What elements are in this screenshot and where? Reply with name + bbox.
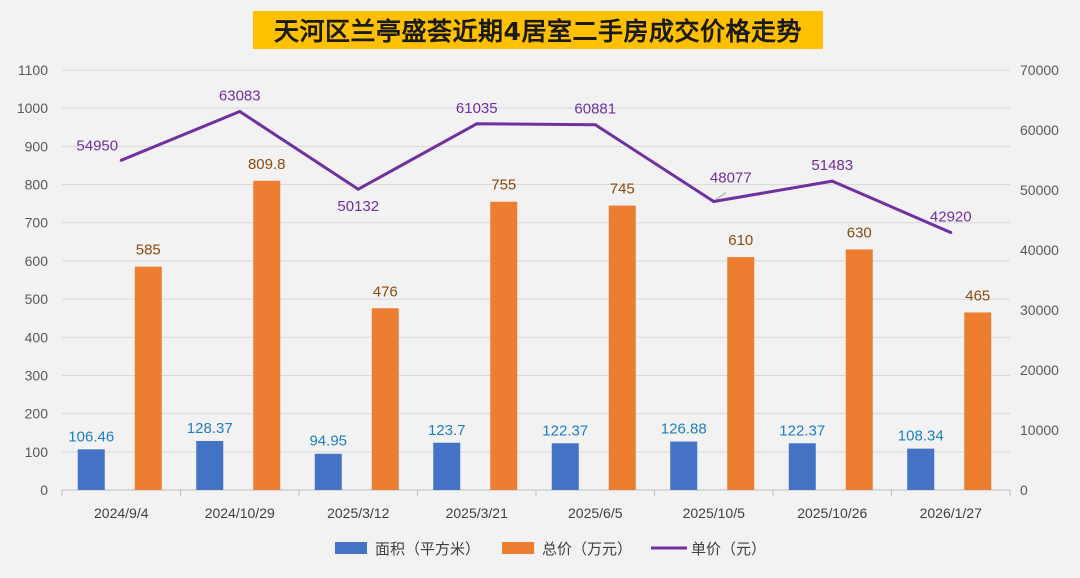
right-tick-label: 30000 <box>1020 302 1059 318</box>
left-tick-label: 300 <box>25 367 49 383</box>
unit-price-value-label: 50132 <box>337 198 379 215</box>
area-bar <box>314 453 342 490</box>
left-tick-label: 100 <box>25 444 49 460</box>
legend-label: 总价（万元） <box>542 540 632 558</box>
area-value-label: 123.7 <box>428 422 466 439</box>
left-tick-label: 500 <box>25 291 49 307</box>
left-tick-label: 400 <box>25 329 49 345</box>
category-label: 2025/10/26 <box>797 505 867 521</box>
right-tick-label: 0 <box>1020 482 1028 498</box>
chart-title: 天河区兰亭盛荟近期4居室二手房成交价格走势 <box>274 17 802 46</box>
legend-swatch <box>502 542 534 554</box>
right-tick-label: 50000 <box>1020 182 1059 198</box>
unit-price-point <box>119 158 123 162</box>
left-y-axis: 0 100 200 300 400 500 600 700 800 900 1000 1100 <box>17 62 48 498</box>
category-label: 2024/9/4 <box>94 505 149 521</box>
unit-price-point <box>712 200 716 204</box>
area-bar <box>907 448 935 490</box>
legend: 面积（平方米） 总价（万元） 单价（元） <box>335 540 766 558</box>
bars <box>77 180 992 490</box>
left-tick-label: 1100 <box>18 62 48 78</box>
unit-price-line <box>119 110 953 234</box>
total-price-value-label: 630 <box>847 224 872 241</box>
data-labels: 106.46 585 128.37 809.8 94.95 476 123.7 755 122.… <box>68 88 990 450</box>
unit-price-point <box>593 123 597 127</box>
unit-price-value-label: 42920 <box>930 208 972 225</box>
total-price-bar <box>371 308 399 490</box>
unit-price-point <box>238 110 242 114</box>
area-value-label: 122.37 <box>779 422 825 439</box>
left-tick-label: 700 <box>25 215 49 231</box>
left-tick-label: 1000 <box>17 100 48 116</box>
unit-price-point <box>830 179 834 183</box>
unit-price-point <box>949 230 953 234</box>
unit-price-value-label: 54950 <box>76 137 118 154</box>
unit-price-value-label: 61035 <box>456 100 498 117</box>
total-price-bar <box>490 201 518 490</box>
unit-price-point <box>356 187 360 191</box>
category-label: 2025/6/5 <box>568 505 623 521</box>
area-value-label: 122.37 <box>542 422 588 439</box>
left-tick-label: 200 <box>25 406 49 422</box>
total-price-value-label: 585 <box>136 242 161 259</box>
legend-label: 面积（平方米） <box>375 540 480 558</box>
left-tick-label: 900 <box>25 138 49 154</box>
total-price-value-label: 465 <box>965 287 990 304</box>
unit-price-value-label: 51483 <box>811 157 853 174</box>
legend-label: 单价（元） <box>691 540 766 558</box>
left-tick-label: 800 <box>25 177 49 193</box>
area-value-label: 94.95 <box>309 433 347 450</box>
area-value-label: 106.46 <box>68 428 114 445</box>
total-price-value-label: 610 <box>728 232 753 249</box>
category-label: 2025/3/12 <box>327 505 389 521</box>
unit-price-series-line <box>120 110 952 234</box>
area-bar <box>788 443 816 490</box>
area-bar <box>433 442 461 490</box>
total-price-bar <box>845 249 873 490</box>
right-y-axis: 0 10000 20000 30000 40000 50000 60000 70000 <box>1020 62 1059 498</box>
right-tick-label: 70000 <box>1020 62 1059 78</box>
total-price-value-label: 745 <box>610 181 635 198</box>
category-label: 2025/3/21 <box>446 505 508 521</box>
unit-price-point <box>475 122 479 126</box>
total-price-bar <box>134 266 162 490</box>
total-price-bar <box>608 205 636 490</box>
x-axis-categories: 2024/9/4 2024/10/29 2025/3/12 2025/3/21 2025… <box>94 505 982 521</box>
total-price-bar <box>727 257 755 490</box>
area-value-label: 128.37 <box>187 420 233 437</box>
right-tick-label: 20000 <box>1020 362 1059 378</box>
category-label: 2025/10/5 <box>683 505 745 521</box>
total-price-bar <box>964 312 992 490</box>
left-tick-label: 0 <box>40 482 48 498</box>
right-tick-label: 10000 <box>1020 422 1059 438</box>
area-bar <box>77 449 105 490</box>
total-price-value-label: 476 <box>373 283 398 300</box>
category-label: 2026/1/27 <box>920 505 982 521</box>
area-value-label: 126.88 <box>661 421 707 438</box>
left-tick-label: 600 <box>25 253 49 269</box>
unit-price-value-label: 60881 <box>574 101 616 118</box>
chart-title-banner: 天河区兰亭盛荟近期4居室二手房成交价格走势 <box>253 11 823 49</box>
total-price-value-label: 755 <box>491 177 516 194</box>
category-label: 2024/10/29 <box>205 505 275 521</box>
total-price-value-label: 809.8 <box>248 156 286 173</box>
unit-price-value-label: 63083 <box>219 88 261 105</box>
area-bar <box>196 440 224 490</box>
total-price-bar <box>253 180 281 490</box>
unit-price-value-label: 48077 <box>710 170 752 187</box>
label-leader-line <box>715 192 727 200</box>
legend-swatch <box>335 542 367 554</box>
right-tick-label: 60000 <box>1020 122 1059 138</box>
right-tick-label: 40000 <box>1020 242 1059 258</box>
area-bar <box>551 443 579 490</box>
area-bar <box>670 441 698 490</box>
area-value-label: 108.34 <box>898 428 944 445</box>
